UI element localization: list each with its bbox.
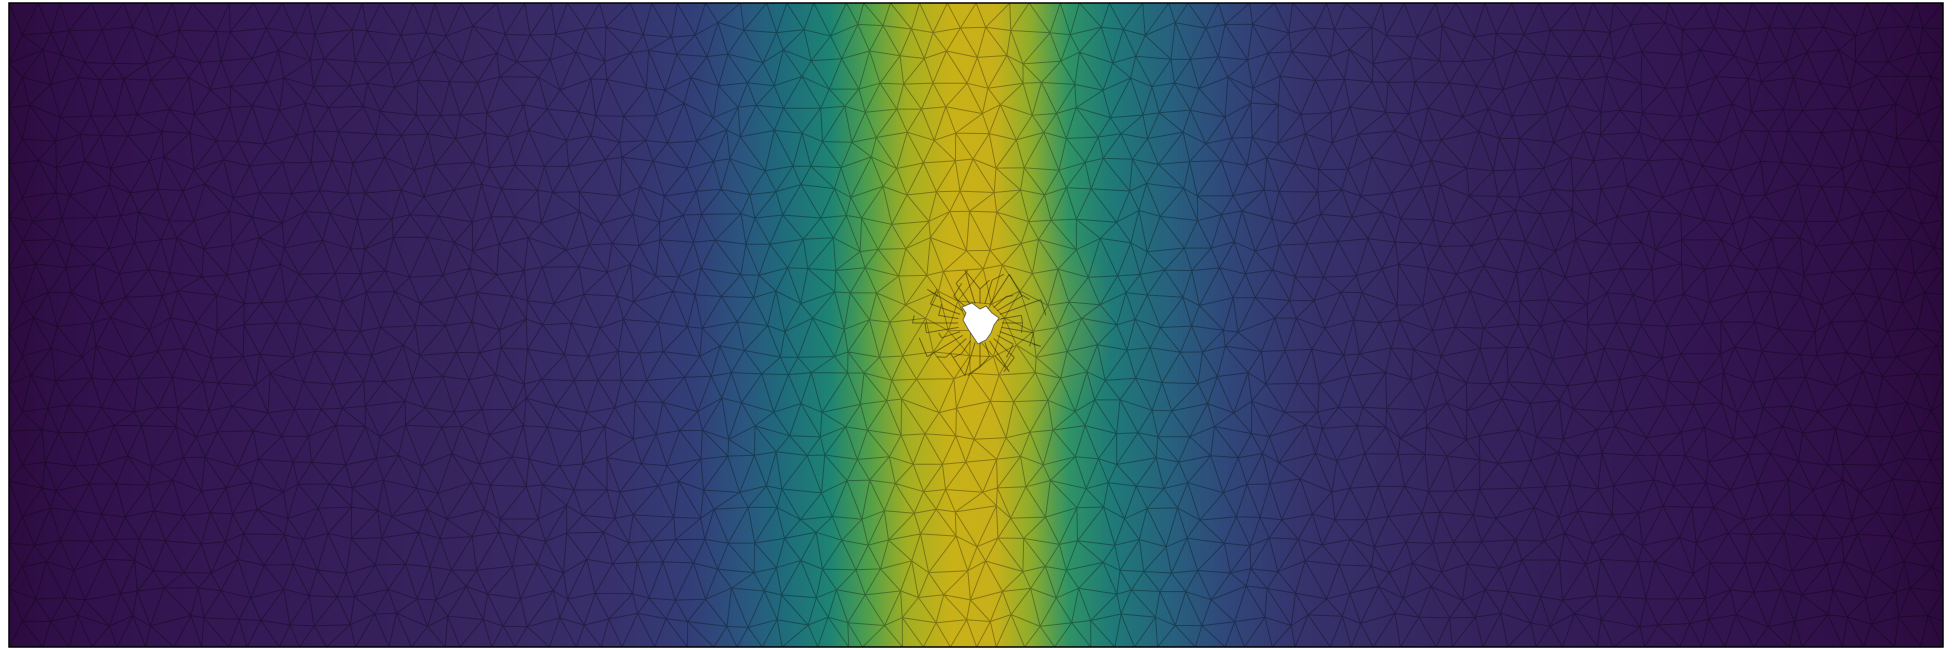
refined-mesh-near-hole [912,270,1047,377]
mesh-edges [9,3,1943,647]
triangular-mesh [9,3,1943,647]
field-domain [9,3,1943,647]
hole-fan-edges [912,270,1047,377]
domain-frame [8,2,1944,648]
central-hole [961,302,1000,345]
